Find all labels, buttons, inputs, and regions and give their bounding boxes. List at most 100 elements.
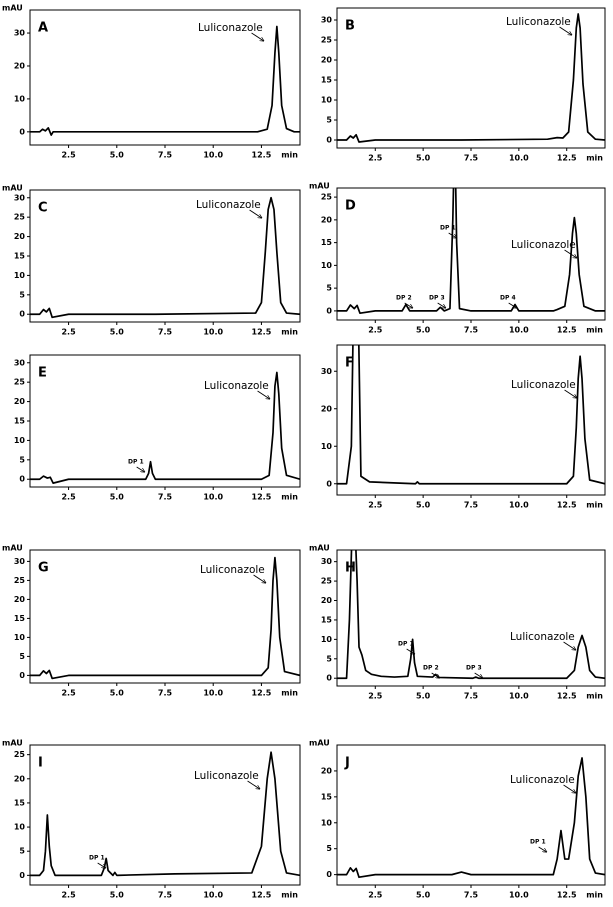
x-tick-label: 12.5 bbox=[252, 891, 272, 900]
peak-annotation: DP 2 bbox=[396, 295, 412, 302]
annotation-arrow bbox=[251, 32, 264, 41]
plot-frame bbox=[29, 354, 301, 488]
peak-annotation: DP 3 bbox=[429, 295, 445, 302]
x-tick-label: 7.5 bbox=[158, 328, 173, 337]
x-tick-label: 2.5 bbox=[61, 151, 76, 160]
y-tick-label: 20 bbox=[14, 397, 26, 406]
annotation-arrow bbox=[538, 846, 547, 852]
x-tick-label: 5.0 bbox=[416, 326, 431, 335]
panel: 0 5 10 15 20 25 30 2.5 5.0 7.5 10.0 12.5 min mAU C Luli… bbox=[2, 184, 301, 337]
panel-label: C bbox=[38, 201, 48, 216]
annotation-arrow bbox=[563, 641, 576, 650]
y-tick-label: 5 bbox=[326, 284, 332, 293]
x-tick-label: 10.0 bbox=[203, 891, 223, 900]
x-tick-label: 2.5 bbox=[61, 891, 76, 900]
x-tick-label: 10.0 bbox=[509, 891, 529, 900]
chromatogram-line bbox=[337, 550, 605, 680]
annotation-arrow bbox=[437, 302, 446, 308]
y-tick-label: 0 bbox=[326, 136, 332, 145]
panel-label: J bbox=[344, 756, 350, 771]
y-tick-label: 0 bbox=[19, 310, 25, 319]
panel-label: F bbox=[345, 356, 354, 371]
y-tick-label: 0 bbox=[19, 127, 25, 136]
y-tick-label: 10 bbox=[14, 436, 26, 445]
x-tick-label: 5.0 bbox=[416, 692, 431, 701]
x-axis-label: min bbox=[586, 501, 603, 510]
y-tick-label: 20 bbox=[14, 774, 26, 783]
y-tick-label: 25 bbox=[321, 36, 333, 45]
y-tick-label: 15 bbox=[321, 238, 333, 247]
x-tick-label: 5.0 bbox=[416, 891, 431, 900]
x-tick-label: 12.5 bbox=[557, 891, 577, 900]
y-tick-label: 5 bbox=[326, 844, 332, 853]
peak-annotation: DP 1 bbox=[128, 459, 144, 466]
x-axis-label: min bbox=[281, 891, 298, 900]
y-tick-label: 20 bbox=[14, 232, 26, 241]
y-tick-label: 30 bbox=[14, 29, 26, 38]
x-tick-label: 2.5 bbox=[368, 326, 383, 335]
x-tick-label: 5.0 bbox=[110, 891, 125, 900]
x-tick-label: 5.0 bbox=[110, 328, 125, 337]
chromatogram-line bbox=[337, 13, 605, 143]
x-tick-label: 10.0 bbox=[203, 493, 223, 502]
y-tick-label: 20 bbox=[14, 61, 26, 70]
x-tick-label: 5.0 bbox=[110, 493, 125, 502]
x-tick-label: 7.5 bbox=[464, 692, 479, 701]
y-tick-label: 5 bbox=[19, 847, 25, 856]
y-tick-label: 20 bbox=[321, 766, 333, 775]
x-tick-label: 7.5 bbox=[158, 493, 173, 502]
y-axis-label: mAU bbox=[309, 544, 330, 553]
y-tick-label: 15 bbox=[14, 614, 26, 623]
x-tick-label: 7.5 bbox=[464, 326, 479, 335]
x-tick-label: 7.5 bbox=[464, 501, 479, 510]
y-tick-label: 25 bbox=[14, 213, 26, 222]
x-axis-label: min bbox=[586, 891, 603, 900]
peak-annotation: DP 2 bbox=[423, 665, 439, 672]
x-tick-label: 7.5 bbox=[464, 891, 479, 900]
x-tick-label: 12.5 bbox=[252, 493, 272, 502]
peak-annotation: Luliconazole bbox=[198, 22, 263, 34]
x-tick-label: 5.0 bbox=[416, 154, 431, 163]
x-axis-label: min bbox=[586, 692, 603, 701]
x-axis-label: min bbox=[281, 151, 298, 160]
panel: 0 5 10 15 20 25 2.5 5.0 7.5 10.0 12.5 min mAU D DP 1 DP… bbox=[309, 182, 606, 335]
chromatogram-line bbox=[337, 345, 605, 485]
x-tick-label: 12.5 bbox=[557, 154, 577, 163]
y-axis-label: mAU bbox=[2, 184, 23, 193]
x-tick-label: 12.5 bbox=[252, 689, 272, 698]
chromatogram-line bbox=[30, 556, 300, 680]
x-tick-label: 2.5 bbox=[61, 328, 76, 337]
y-tick-label: 15 bbox=[14, 252, 26, 261]
y-axis-label: mAU bbox=[2, 4, 23, 13]
x-tick-label: 12.5 bbox=[557, 692, 577, 701]
x-tick-label: 10.0 bbox=[203, 151, 223, 160]
panel: 0 5 10 15 20 25 30 2.5 5.0 7.5 10.0 12.5 min E DP 1 Lul… bbox=[14, 354, 301, 502]
x-tick-label: 7.5 bbox=[158, 151, 173, 160]
x-tick-label: 12.5 bbox=[557, 501, 577, 510]
y-tick-label: 10 bbox=[321, 818, 333, 827]
x-tick-label: 12.5 bbox=[252, 328, 272, 337]
annotation-arrow bbox=[564, 389, 577, 398]
y-tick-label: 10 bbox=[14, 823, 26, 832]
chromatogram-line bbox=[30, 196, 300, 319]
annotation-arrow bbox=[253, 574, 266, 583]
x-tick-label: 2.5 bbox=[368, 891, 383, 900]
peak-annotation: DP 4 bbox=[500, 295, 516, 302]
panel-label: I bbox=[38, 756, 43, 771]
chromatogram-line bbox=[30, 25, 300, 136]
peak-annotation: DP 1 bbox=[530, 839, 546, 846]
x-tick-label: 2.5 bbox=[61, 493, 76, 502]
x-tick-label: 10.0 bbox=[203, 328, 223, 337]
annotation-arrow bbox=[448, 232, 457, 238]
y-tick-label: 0 bbox=[326, 479, 332, 488]
annotation-arrow bbox=[564, 249, 577, 258]
y-tick-label: 20 bbox=[321, 56, 333, 65]
y-tick-label: 30 bbox=[14, 557, 26, 566]
annotation-arrow bbox=[257, 390, 270, 399]
annotation-arrow bbox=[474, 672, 483, 678]
y-tick-label: 5 bbox=[19, 455, 25, 464]
annotation-arrow bbox=[247, 780, 260, 789]
panel: 0 10 20 30 2.5 5.0 7.5 10.0 12.5 min F Luliconazole bbox=[321, 344, 606, 510]
